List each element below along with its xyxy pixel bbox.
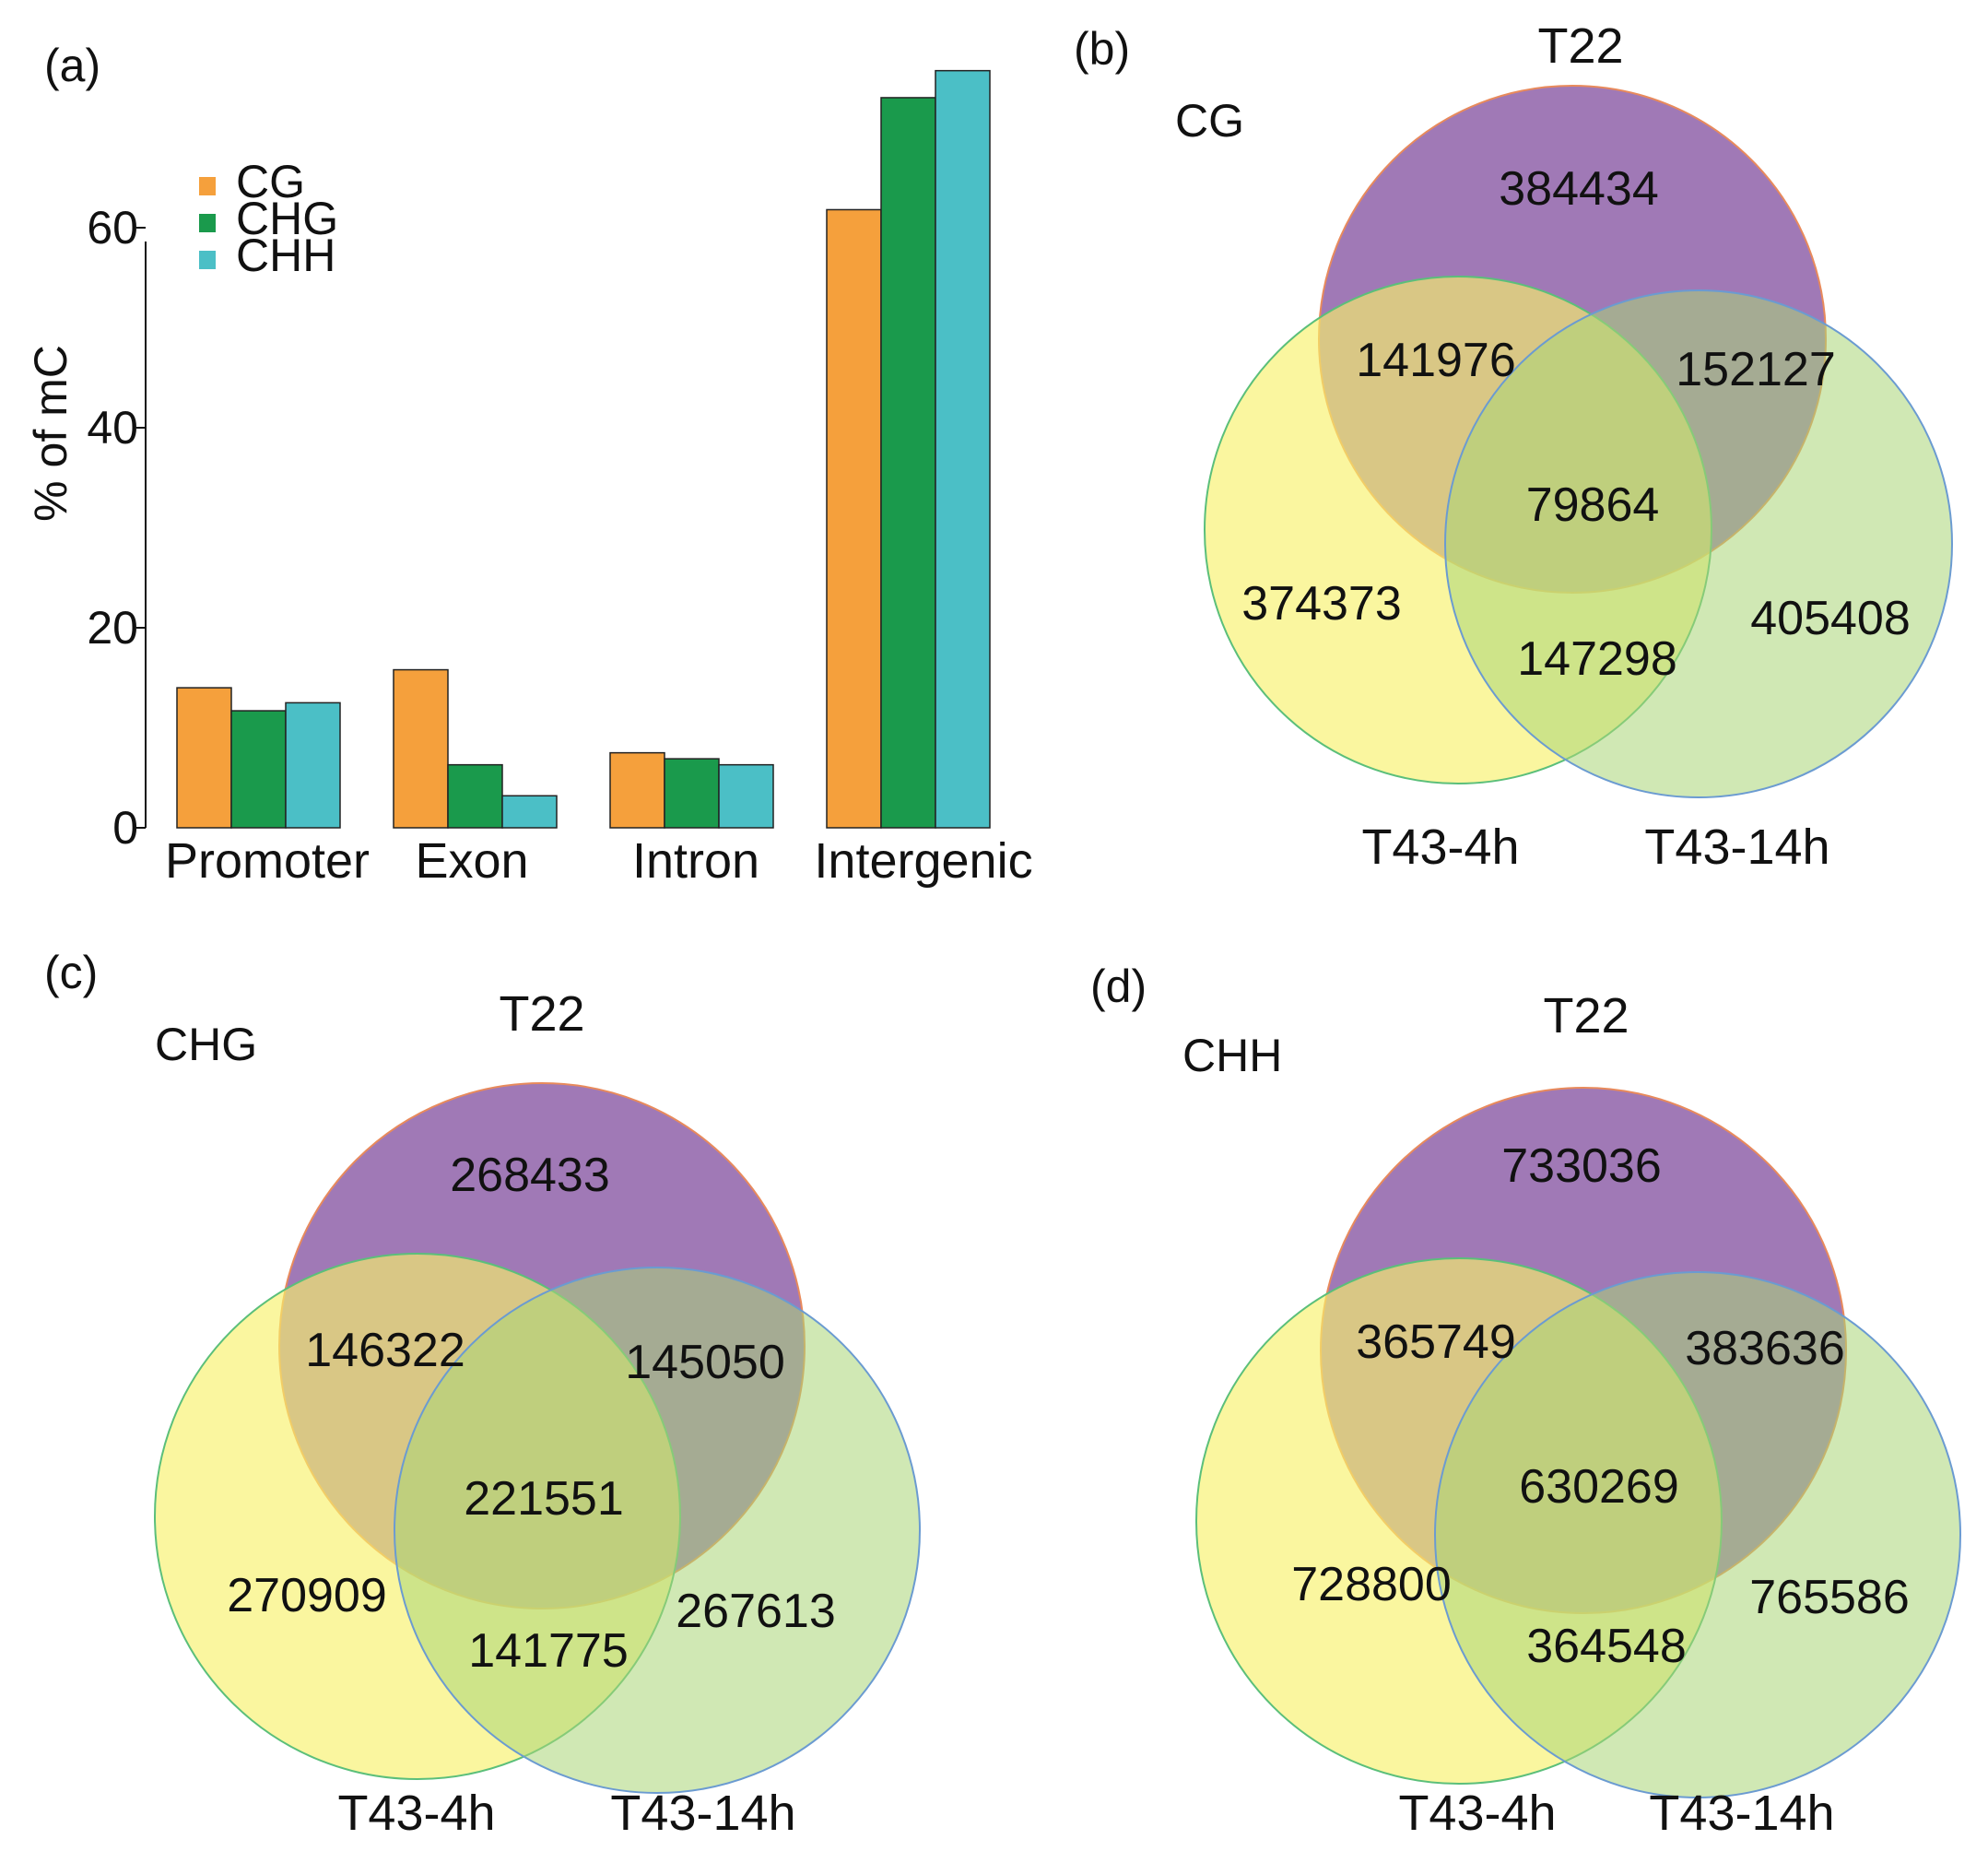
region-count-all: 630269 bbox=[1519, 1460, 1679, 1514]
y-tick-label: 60 bbox=[87, 202, 138, 253]
bar-intron-chh bbox=[718, 763, 774, 829]
x-tick-label: Exon bbox=[415, 833, 528, 889]
region-count-t43-4h-t43-14h: 147298 bbox=[1517, 632, 1677, 686]
x-tick-label: Intron bbox=[632, 833, 759, 889]
venn-diagram-cg: CG T22 T43-4h T43-14h 384434 141976 152127 7986… bbox=[1175, 18, 1953, 875]
region-count-t22-t43-4h: 141976 bbox=[1356, 334, 1516, 387]
set-label-t22: T22 bbox=[1537, 18, 1623, 74]
panel-label-c: (c) bbox=[44, 947, 98, 998]
region-count-t22-only: 384434 bbox=[1499, 162, 1659, 216]
region-count-t22-t43-4h: 146322 bbox=[305, 1324, 465, 1377]
venn-diagram-chg: CHG T22 T43-4h T43-14h 268433 146322 145050 221… bbox=[154, 986, 921, 1841]
region-count-all: 79864 bbox=[1526, 478, 1660, 532]
set-label-t43-14h: T43-14h bbox=[610, 1786, 795, 1841]
region-count-all: 221551 bbox=[464, 1472, 624, 1526]
set-label-t43-4h: T43-4h bbox=[1398, 1786, 1556, 1841]
bar-intergenic-chg bbox=[880, 97, 936, 829]
legend-swatch-chg bbox=[199, 214, 216, 232]
set-circle-t43-14h bbox=[1434, 1271, 1961, 1798]
legend-swatch-chh bbox=[199, 251, 216, 269]
region-count-t22-only: 268433 bbox=[450, 1149, 610, 1202]
region-count-t43-14h-only: 267613 bbox=[676, 1585, 836, 1638]
bar-intron-chg bbox=[664, 758, 720, 829]
context-label: CHH bbox=[1182, 1030, 1282, 1081]
region-count-t43-14h-only: 405408 bbox=[1750, 592, 1911, 645]
set-label-t43-4h: T43-4h bbox=[1361, 819, 1519, 875]
y-tick-label: 20 bbox=[87, 602, 138, 654]
set-label-t43-14h: T43-14h bbox=[1649, 1786, 1834, 1841]
region-count-t43-4h-only: 270909 bbox=[227, 1569, 387, 1622]
bar-intergenic-chh bbox=[935, 69, 991, 829]
bar-promoter-cg bbox=[176, 687, 232, 829]
bars bbox=[176, 69, 991, 829]
legend-label-chg: CHG bbox=[236, 193, 338, 244]
bar-promoter-chh bbox=[285, 701, 341, 829]
legend-label-cg: CG bbox=[236, 156, 305, 207]
set-label-t22: T22 bbox=[499, 986, 584, 1042]
set-label-t22: T22 bbox=[1543, 988, 1629, 1043]
legend-label-chh: CHH bbox=[236, 230, 335, 281]
region-count-t22-only: 733036 bbox=[1501, 1139, 1662, 1193]
region-count-t22-t43-4h: 365749 bbox=[1356, 1315, 1516, 1369]
x-labels: Promoter Exon Intron Intergenic bbox=[165, 833, 1033, 889]
context-label: CG bbox=[1175, 95, 1244, 147]
set-circle-t43-14h bbox=[1444, 289, 1953, 798]
region-count-t22-t43-14h: 145050 bbox=[625, 1336, 785, 1389]
context-label: CHG bbox=[155, 1019, 257, 1070]
x-tick-label: Intergenic bbox=[814, 833, 1032, 889]
set-circle-t43-14h bbox=[394, 1267, 921, 1794]
panel-label-b: (b) bbox=[1074, 23, 1130, 75]
panel-label-a: (a) bbox=[44, 40, 100, 91]
venn-diagram-chh: CHH T22 T43-4h T43-14h 733036 365749 383636 630… bbox=[1182, 988, 1961, 1841]
region-count-t43-4h-only: 728800 bbox=[1291, 1558, 1452, 1611]
bar-exon-chh bbox=[501, 795, 558, 829]
legend-swatch-cg bbox=[199, 177, 216, 195]
x-tick-label: Promoter bbox=[165, 833, 370, 889]
y-tick-label: 40 bbox=[87, 402, 138, 454]
region-count-t43-4h-t43-14h: 141775 bbox=[468, 1624, 629, 1678]
panel-label-d: (d) bbox=[1090, 961, 1147, 1012]
region-count-t43-14h-only: 765586 bbox=[1749, 1571, 1910, 1624]
bar-exon-cg bbox=[393, 668, 449, 829]
region-count-t43-4h-only: 374373 bbox=[1241, 577, 1402, 631]
region-count-t43-4h-t43-14h: 364548 bbox=[1526, 1620, 1687, 1673]
bar-exon-chg bbox=[447, 763, 503, 829]
y-tick-label: 0 bbox=[112, 802, 138, 854]
region-count-t22-t43-14h: 383636 bbox=[1685, 1322, 1845, 1375]
bar-intergenic-cg bbox=[826, 208, 882, 829]
set-label-t43-4h: T43-4h bbox=[337, 1786, 495, 1841]
bar-promoter-chg bbox=[230, 710, 287, 829]
y-axis-label: % of mC bbox=[25, 345, 76, 522]
y-ticks: 0 20 40 60 bbox=[87, 202, 146, 854]
set-label-t43-14h: T43-14h bbox=[1644, 819, 1829, 875]
bar-intron-cg bbox=[609, 751, 665, 829]
region-count-t22-t43-14h: 152127 bbox=[1676, 343, 1836, 396]
